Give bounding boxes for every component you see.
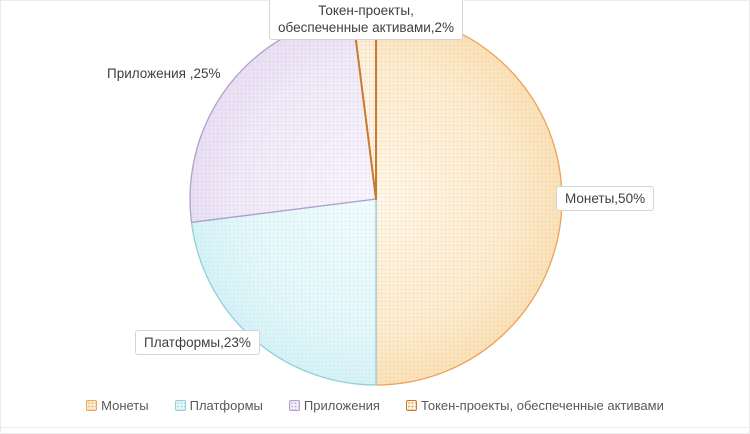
legend-swatch-1 [174,400,186,411]
chart-bottom-gridline [1,427,749,428]
legend-swatch-0 [86,400,98,411]
chart-legend: Монеты Платформы Приложения Токен-проекты, … [0,398,750,413]
legend-label-1: Платформы [189,398,263,413]
pie-slice-0[interactable] [375,12,563,386]
legend-label-2: Приложения [303,398,380,413]
legend-label-3: Токен-проекты, обеспеченные активами [420,398,664,413]
data-label-platforms: Платформы,23% [135,330,260,355]
legend-swatch-3 [405,400,417,411]
legend-item-3[interactable]: Токен-проекты, обеспеченные активами [405,398,664,413]
pie-slice-1[interactable] [190,198,377,386]
data-label-token-line1: Токен-проекты, [318,3,414,18]
legend-label-0: Монеты [101,398,149,413]
legend-item-1[interactable]: Платформы [174,398,263,413]
data-label-coins: Монеты,50% [556,186,655,211]
legend-swatch-2 [288,400,300,411]
data-label-token-projects: Токен-проекты, обеспеченные активами,2% [269,0,464,40]
legend-item-2[interactable]: Приложения [288,398,380,413]
pie-slice-2[interactable] [189,13,377,223]
legend-item-0[interactable]: Монеты [86,398,149,413]
data-label-token-line2: обеспеченные активами,2% [278,20,455,35]
data-label-applications: Приложения ,25% [107,66,221,81]
